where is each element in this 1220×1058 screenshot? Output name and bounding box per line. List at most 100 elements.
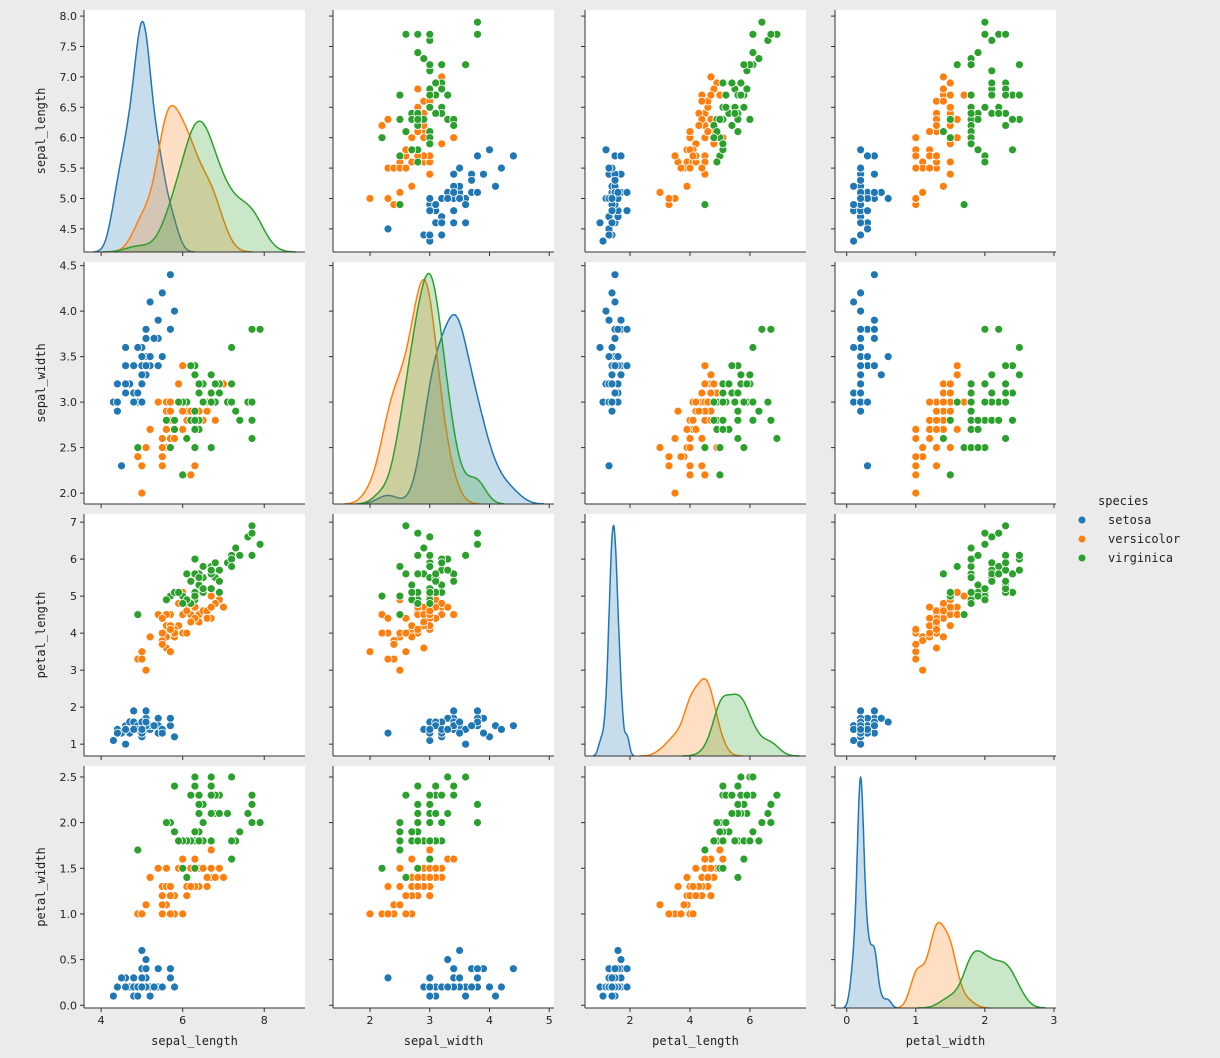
- point-virginica: [198, 397, 208, 407]
- point-virginica: [1015, 370, 1024, 380]
- point-virginica: [206, 584, 216, 594]
- point-versicolor: [190, 854, 200, 864]
- point-virginica: [742, 84, 752, 94]
- point-virginica: [377, 133, 387, 143]
- point-versicolor: [407, 133, 417, 143]
- point-virginica: [1001, 379, 1010, 389]
- point-versicolor: [676, 163, 686, 173]
- point-versicolor: [939, 72, 948, 82]
- point-virginica: [1008, 115, 1017, 124]
- point-virginica: [431, 109, 441, 118]
- kde-line-setosa: [843, 775, 899, 1009]
- point-setosa: [425, 973, 435, 983]
- point-virginica: [425, 836, 435, 846]
- point-versicolor: [664, 194, 674, 203]
- point-virginica: [182, 873, 192, 882]
- point-setosa: [121, 361, 130, 371]
- point-versicolor: [365, 194, 375, 203]
- point-versicolor: [911, 133, 921, 143]
- point-virginica: [255, 818, 265, 827]
- point-versicolor: [939, 96, 948, 106]
- point-virginica: [182, 569, 192, 579]
- point-virginica: [730, 397, 740, 407]
- point-setosa: [613, 352, 623, 362]
- point-setosa: [137, 973, 147, 983]
- point-setosa: [856, 306, 865, 316]
- point-versicolor: [697, 434, 707, 443]
- point-setosa: [496, 982, 506, 992]
- point-virginica: [721, 818, 731, 827]
- point-virginica: [766, 415, 776, 425]
- point-virginica: [980, 29, 990, 39]
- point-virginica: [247, 397, 257, 407]
- point-setosa: [870, 721, 879, 731]
- x-tick-label: 2: [367, 1014, 374, 1027]
- point-virginica: [733, 406, 743, 416]
- point-setosa: [113, 379, 122, 389]
- kde-fill-setosa: [843, 777, 899, 1008]
- point-setosa: [449, 169, 459, 179]
- point-virginica: [748, 343, 758, 352]
- point-versicolor: [706, 370, 716, 380]
- point-versicolor: [679, 900, 689, 910]
- point-versicolor: [682, 424, 692, 434]
- point-versicolor: [214, 863, 224, 873]
- point-versicolor: [925, 602, 934, 612]
- point-virginica: [473, 800, 482, 809]
- point-virginica: [395, 836, 405, 846]
- point-setosa: [109, 736, 118, 745]
- y-tick-label: 5.5: [60, 162, 78, 175]
- point-virginica: [980, 324, 990, 334]
- point-virginica: [425, 854, 435, 864]
- point-versicolor: [186, 617, 196, 627]
- point-versicolor: [178, 854, 188, 864]
- point-versicolor: [165, 882, 175, 891]
- point-versicolor: [691, 891, 701, 901]
- point-versicolor: [186, 470, 196, 480]
- point-versicolor: [157, 461, 167, 471]
- point-virginica: [700, 200, 710, 210]
- point-virginica: [748, 48, 758, 57]
- point-setosa: [607, 206, 617, 216]
- y-tick-label: 4: [70, 627, 77, 640]
- point-virginica: [174, 588, 184, 597]
- point-setosa: [455, 973, 465, 983]
- point-setosa: [849, 200, 858, 210]
- point-setosa: [616, 315, 626, 325]
- point-virginica: [736, 78, 746, 88]
- panel-background: [333, 262, 554, 504]
- point-setosa: [157, 728, 167, 738]
- panel-petal_length-vs-sepal_width: [329, 514, 554, 760]
- point-versicolor: [664, 452, 674, 462]
- point-virginica: [952, 60, 962, 70]
- point-versicolor: [365, 909, 375, 919]
- point-virginica: [431, 78, 441, 88]
- point-setosa: [383, 728, 393, 738]
- y-axis-label: petal_length: [34, 592, 48, 679]
- point-versicolor: [401, 628, 411, 638]
- point-virginica: [987, 532, 997, 542]
- point-virginica: [443, 90, 453, 100]
- x-tick-label: 6: [179, 1014, 186, 1027]
- point-setosa: [849, 181, 858, 191]
- point-virginica: [721, 102, 731, 112]
- point-virginica: [227, 554, 237, 564]
- point-virginica: [757, 17, 767, 27]
- point-virginica: [206, 790, 216, 800]
- point-versicolor: [395, 882, 405, 891]
- point-virginica: [700, 845, 710, 855]
- point-setosa: [461, 218, 471, 228]
- point-setosa: [856, 145, 865, 155]
- point-versicolor: [682, 873, 692, 882]
- point-virginica: [431, 576, 441, 586]
- point-virginica: [748, 397, 758, 407]
- point-setosa: [509, 151, 518, 161]
- point-versicolor: [959, 591, 969, 601]
- point-virginica: [1001, 584, 1010, 594]
- point-setosa: [607, 379, 617, 389]
- y-tick-label: 4.5: [60, 223, 78, 236]
- point-versicolor: [911, 647, 921, 657]
- point-setosa: [157, 352, 167, 362]
- point-setosa: [461, 991, 471, 1001]
